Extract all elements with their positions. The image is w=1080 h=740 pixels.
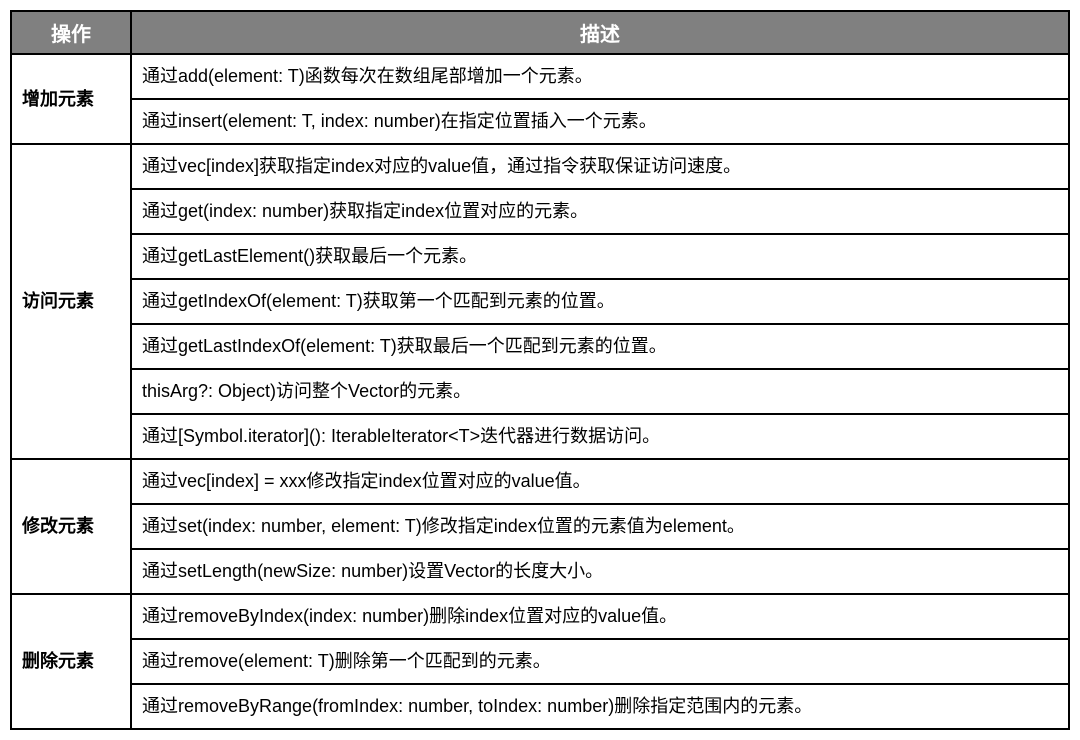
header-description: 描述 [131, 11, 1069, 54]
table-row: 通过getIndexOf(element: T)获取第一个匹配到元素的位置。 [11, 279, 1069, 324]
table-row: 通过removeByRange(fromIndex: number, toInd… [11, 684, 1069, 729]
table-row: 通过[Symbol.iterator](): IterableIterator<… [11, 414, 1069, 459]
description-cell: 通过[Symbol.iterator](): IterableIterator<… [131, 414, 1069, 459]
operation-cell: 删除元素 [11, 594, 131, 729]
table-row: 访问元素通过vec[index]获取指定index对应的value值，通过指令获… [11, 144, 1069, 189]
table-row: 修改元素通过vec[index] = xxx修改指定index位置对应的valu… [11, 459, 1069, 504]
table-row: 通过getLastIndexOf(element: T)获取最后一个匹配到元素的… [11, 324, 1069, 369]
operation-cell: 访问元素 [11, 144, 131, 459]
table-row: 删除元素通过removeByIndex(index: number)删除inde… [11, 594, 1069, 639]
description-cell: 通过setLength(newSize: number)设置Vector的长度大… [131, 549, 1069, 594]
table-row: 增加元素通过add(element: T)函数每次在数组尾部增加一个元素。 [11, 54, 1069, 99]
description-cell: 通过removeByIndex(index: number)删除index位置对… [131, 594, 1069, 639]
description-cell: 通过vec[index] = xxx修改指定index位置对应的value值。 [131, 459, 1069, 504]
table-row: 通过get(index: number)获取指定index位置对应的元素。 [11, 189, 1069, 234]
operation-cell: 修改元素 [11, 459, 131, 594]
description-cell: 通过vec[index]获取指定index对应的value值，通过指令获取保证访… [131, 144, 1069, 189]
table-header-row: 操作 描述 [11, 11, 1069, 54]
table-row: thisArg?: Object)访问整个Vector的元素。 [11, 369, 1069, 414]
description-cell: 通过getIndexOf(element: T)获取第一个匹配到元素的位置。 [131, 279, 1069, 324]
table-row: 通过insert(element: T, index: number)在指定位置… [11, 99, 1069, 144]
table-row: 通过getLastElement()获取最后一个元素。 [11, 234, 1069, 279]
table-row: 通过set(index: number, element: T)修改指定inde… [11, 504, 1069, 549]
table-row: 通过setLength(newSize: number)设置Vector的长度大… [11, 549, 1069, 594]
description-cell: 通过removeByRange(fromIndex: number, toInd… [131, 684, 1069, 729]
description-cell: 通过getLastElement()获取最后一个元素。 [131, 234, 1069, 279]
api-table: 操作 描述 增加元素通过add(element: T)函数每次在数组尾部增加一个… [10, 10, 1070, 730]
description-cell: 通过getLastIndexOf(element: T)获取最后一个匹配到元素的… [131, 324, 1069, 369]
description-cell: 通过insert(element: T, index: number)在指定位置… [131, 99, 1069, 144]
description-cell: 通过set(index: number, element: T)修改指定inde… [131, 504, 1069, 549]
description-cell: 通过remove(element: T)删除第一个匹配到的元素。 [131, 639, 1069, 684]
table-body: 增加元素通过add(element: T)函数每次在数组尾部增加一个元素。通过i… [11, 54, 1069, 729]
header-operation: 操作 [11, 11, 131, 54]
description-cell: 通过add(element: T)函数每次在数组尾部增加一个元素。 [131, 54, 1069, 99]
table-row: 通过remove(element: T)删除第一个匹配到的元素。 [11, 639, 1069, 684]
description-cell: thisArg?: Object)访问整个Vector的元素。 [131, 369, 1069, 414]
description-cell: 通过get(index: number)获取指定index位置对应的元素。 [131, 189, 1069, 234]
operation-cell: 增加元素 [11, 54, 131, 144]
